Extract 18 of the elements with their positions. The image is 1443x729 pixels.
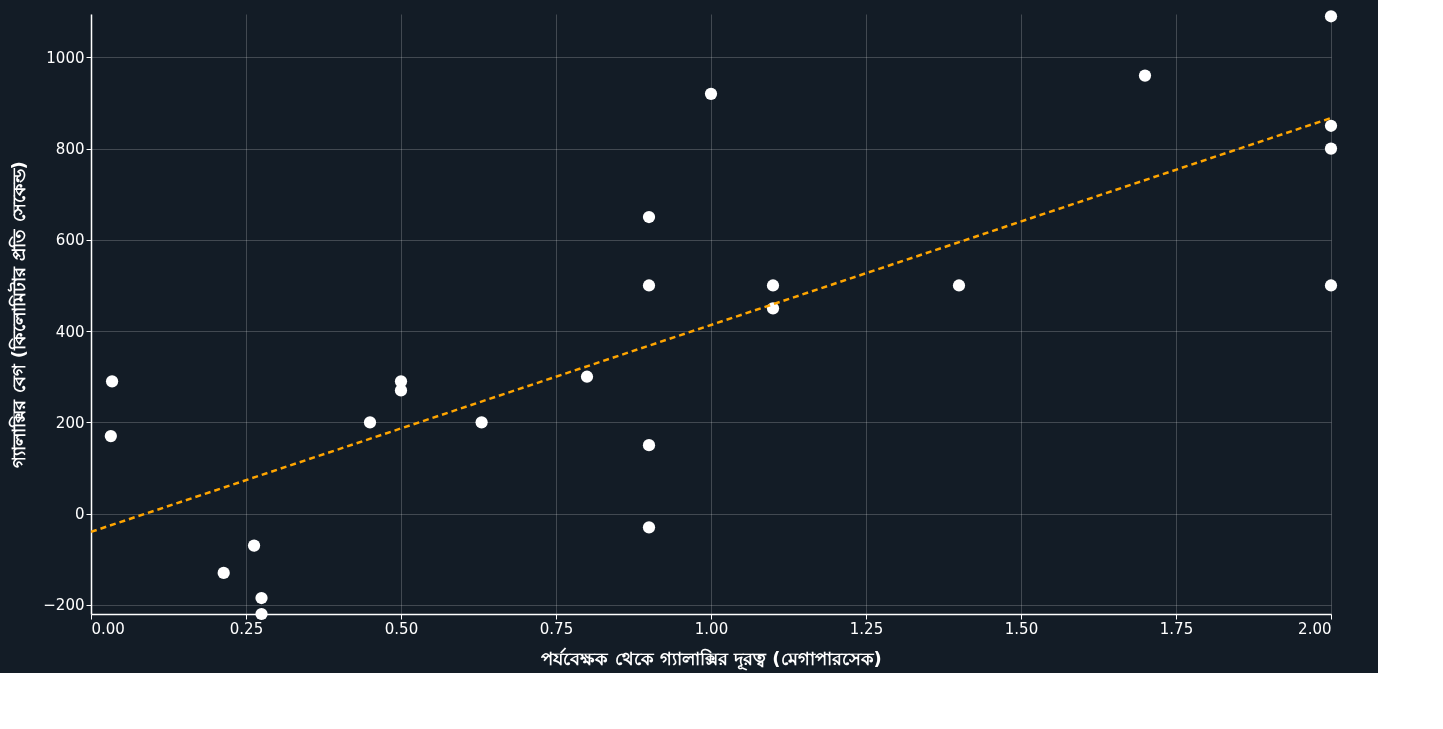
x-tick-label: 1.25 bbox=[849, 619, 884, 638]
y-axis-title: গ্যালাক্সির বেগ (কিলোমিটার প্রতি সেকেন্ড) bbox=[7, 161, 30, 468]
x-tick-label: 0.75 bbox=[539, 619, 574, 638]
x-tick-label: 1.75 bbox=[1159, 619, 1194, 638]
y-tick-label: 1000 bbox=[46, 48, 85, 67]
x-axis-title: পর্যবেক্ষক থেকে গ্যালাক্সির দূরত্ব (মেগাপারসেক) bbox=[541, 646, 882, 671]
x-tick-label: 0.25 bbox=[229, 619, 264, 638]
x-tick-label: 2.00 bbox=[1298, 619, 1332, 638]
x-tick-label: 1.00 bbox=[694, 619, 729, 638]
y-tick-label: 0 bbox=[74, 505, 85, 524]
x-tick-label: 0.00 bbox=[91, 619, 125, 638]
x-tick-label: 0.50 bbox=[384, 619, 419, 638]
y-tick-label: 200 bbox=[55, 413, 85, 432]
x-tick-label: 1.50 bbox=[1004, 619, 1039, 638]
y-tick-label: 400 bbox=[55, 322, 85, 341]
y-tick-label: −200 bbox=[43, 596, 85, 615]
y-tick-label: 600 bbox=[55, 231, 85, 250]
y-tick-label: 800 bbox=[55, 140, 85, 159]
